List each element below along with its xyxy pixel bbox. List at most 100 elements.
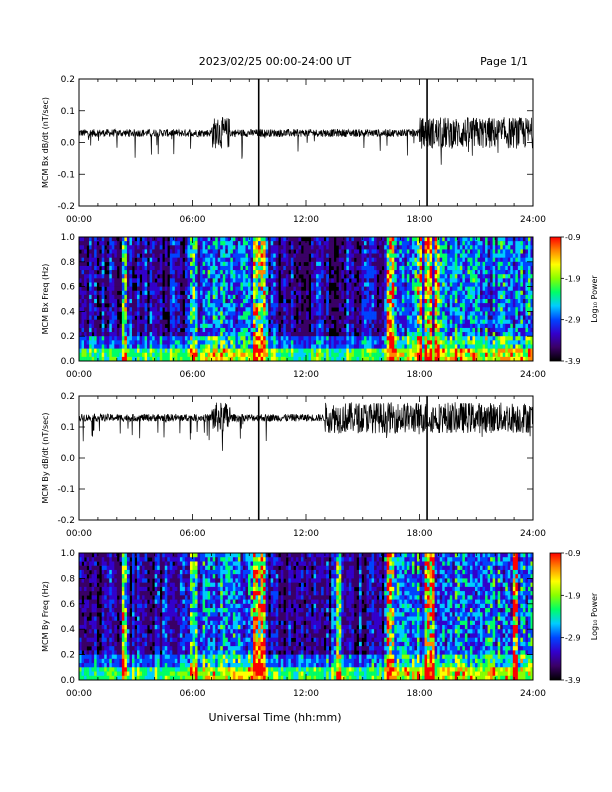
spectrogram-cell (469, 299, 473, 304)
spectrogram-cell (300, 257, 304, 263)
spectrogram-cell (280, 245, 284, 250)
spectrogram-cell (414, 241, 418, 246)
spectrogram-cell (129, 249, 133, 254)
spectrogram-cell (437, 299, 440, 304)
spectrogram-cell (81, 290, 85, 296)
y-tick-label: -0.2 (57, 202, 75, 212)
spectrogram-cell (275, 344, 279, 349)
spectrogram-cell (81, 294, 85, 300)
spectrogram-cell (361, 319, 365, 325)
spectrogram-cell (157, 265, 161, 271)
spectrogram-cell (384, 327, 388, 333)
spectrogram-cell (96, 323, 100, 329)
spectrogram-cell (220, 270, 224, 275)
spectrogram-cell (333, 261, 337, 267)
spectrogram-cell (265, 241, 269, 246)
spectrogram-cell (422, 356, 425, 362)
spectrogram-cell (242, 270, 246, 275)
spectrogram-cell (164, 237, 168, 242)
spectrogram-cell (333, 340, 337, 345)
spectrogram-cell (260, 348, 264, 354)
spectrogram-cell (399, 282, 403, 287)
spectrogram-cell (318, 336, 322, 341)
spectrogram-cell (401, 323, 405, 329)
spectrogram-cell (343, 352, 347, 358)
spectrogram-cell (507, 286, 511, 292)
spectrogram-cell (114, 315, 118, 320)
spectrogram-cell (202, 274, 206, 279)
spectrogram-cell (255, 282, 259, 287)
spectrogram-cell (326, 290, 329, 296)
spectrogram-cell (500, 303, 504, 308)
spectrogram-cell (482, 336, 486, 341)
spectrogram-cell (364, 237, 367, 242)
spectrogram-cell (356, 286, 360, 292)
spectrogram-cell (222, 253, 226, 258)
spectrogram-cell (303, 294, 307, 300)
spectrogram-cell (89, 319, 92, 325)
spectrogram-cell (159, 245, 163, 250)
spectrogram-cell (205, 352, 208, 358)
spectrogram-cell (472, 278, 476, 283)
spectrogram-cell (290, 257, 294, 263)
spectrogram-cell (197, 261, 201, 267)
spectrogram-cell (245, 241, 249, 246)
spectrogram-cell (472, 348, 476, 354)
spectrogram-cell (124, 299, 128, 304)
spectrogram-cell (250, 245, 254, 250)
spectrogram-cell (227, 348, 231, 354)
spectrogram-cell (121, 274, 125, 279)
spectrogram-cell (192, 332, 196, 337)
spectrogram-cell (162, 356, 166, 362)
spectrogram-cell (268, 352, 271, 358)
spectrogram-cell (447, 257, 451, 263)
spectrogram-cell (517, 278, 521, 283)
spectrogram-cell (260, 249, 264, 254)
spectrogram-cell (452, 245, 456, 250)
spectrogram-cell (273, 311, 277, 316)
spectrogram-cell (406, 327, 410, 333)
spectrogram-cell (490, 265, 493, 271)
spectrogram-cell (278, 340, 282, 345)
spectrogram-cell (121, 253, 125, 258)
spectrogram-cell (205, 332, 208, 337)
spectrogram-cell (376, 257, 380, 263)
spectrogram-cell (295, 249, 299, 254)
spectrogram-cell (313, 282, 317, 287)
spectrogram-cell (510, 356, 514, 362)
spectrogram-cell (336, 352, 340, 358)
spectrogram-cell (212, 270, 216, 275)
spectrogram-cell (250, 352, 254, 358)
spectrogram-cell (316, 245, 319, 250)
spectrogram-cell (419, 286, 423, 292)
spectrogram-cell (245, 290, 249, 296)
spectrogram-cell (293, 278, 297, 283)
spectrogram-cell (237, 344, 241, 349)
spectrogram-cell (139, 270, 143, 275)
spectrogram-cell (454, 245, 458, 250)
spectrogram-cell (288, 278, 292, 283)
spectrogram-cell (487, 327, 491, 333)
spectrogram-cell (230, 340, 234, 345)
spectrogram-cell (187, 290, 191, 296)
spectrogram-cell (409, 344, 413, 349)
spectrogram-cell (507, 352, 511, 358)
spectrogram-cell (318, 290, 322, 296)
spectrogram-cell (270, 282, 274, 287)
spectrogram-cell (255, 319, 259, 325)
spectrogram-cell (427, 270, 430, 275)
spectrogram-cell (336, 356, 340, 362)
spectrogram-cell (212, 245, 216, 250)
spectrogram-cell (472, 323, 476, 329)
spectrogram-cell (323, 294, 327, 300)
spectrogram-cell (404, 340, 408, 345)
spectrogram-cell (172, 294, 176, 300)
spectrogram-cell (81, 245, 85, 250)
spectrogram-cell (391, 253, 395, 258)
spectrogram-cell (116, 261, 120, 267)
spectrogram-cell (517, 315, 521, 320)
spectrogram-cell (439, 274, 443, 279)
spectrogram-cell (326, 294, 329, 300)
spectrogram-cell (394, 237, 398, 242)
spectrogram-cell (401, 245, 405, 250)
